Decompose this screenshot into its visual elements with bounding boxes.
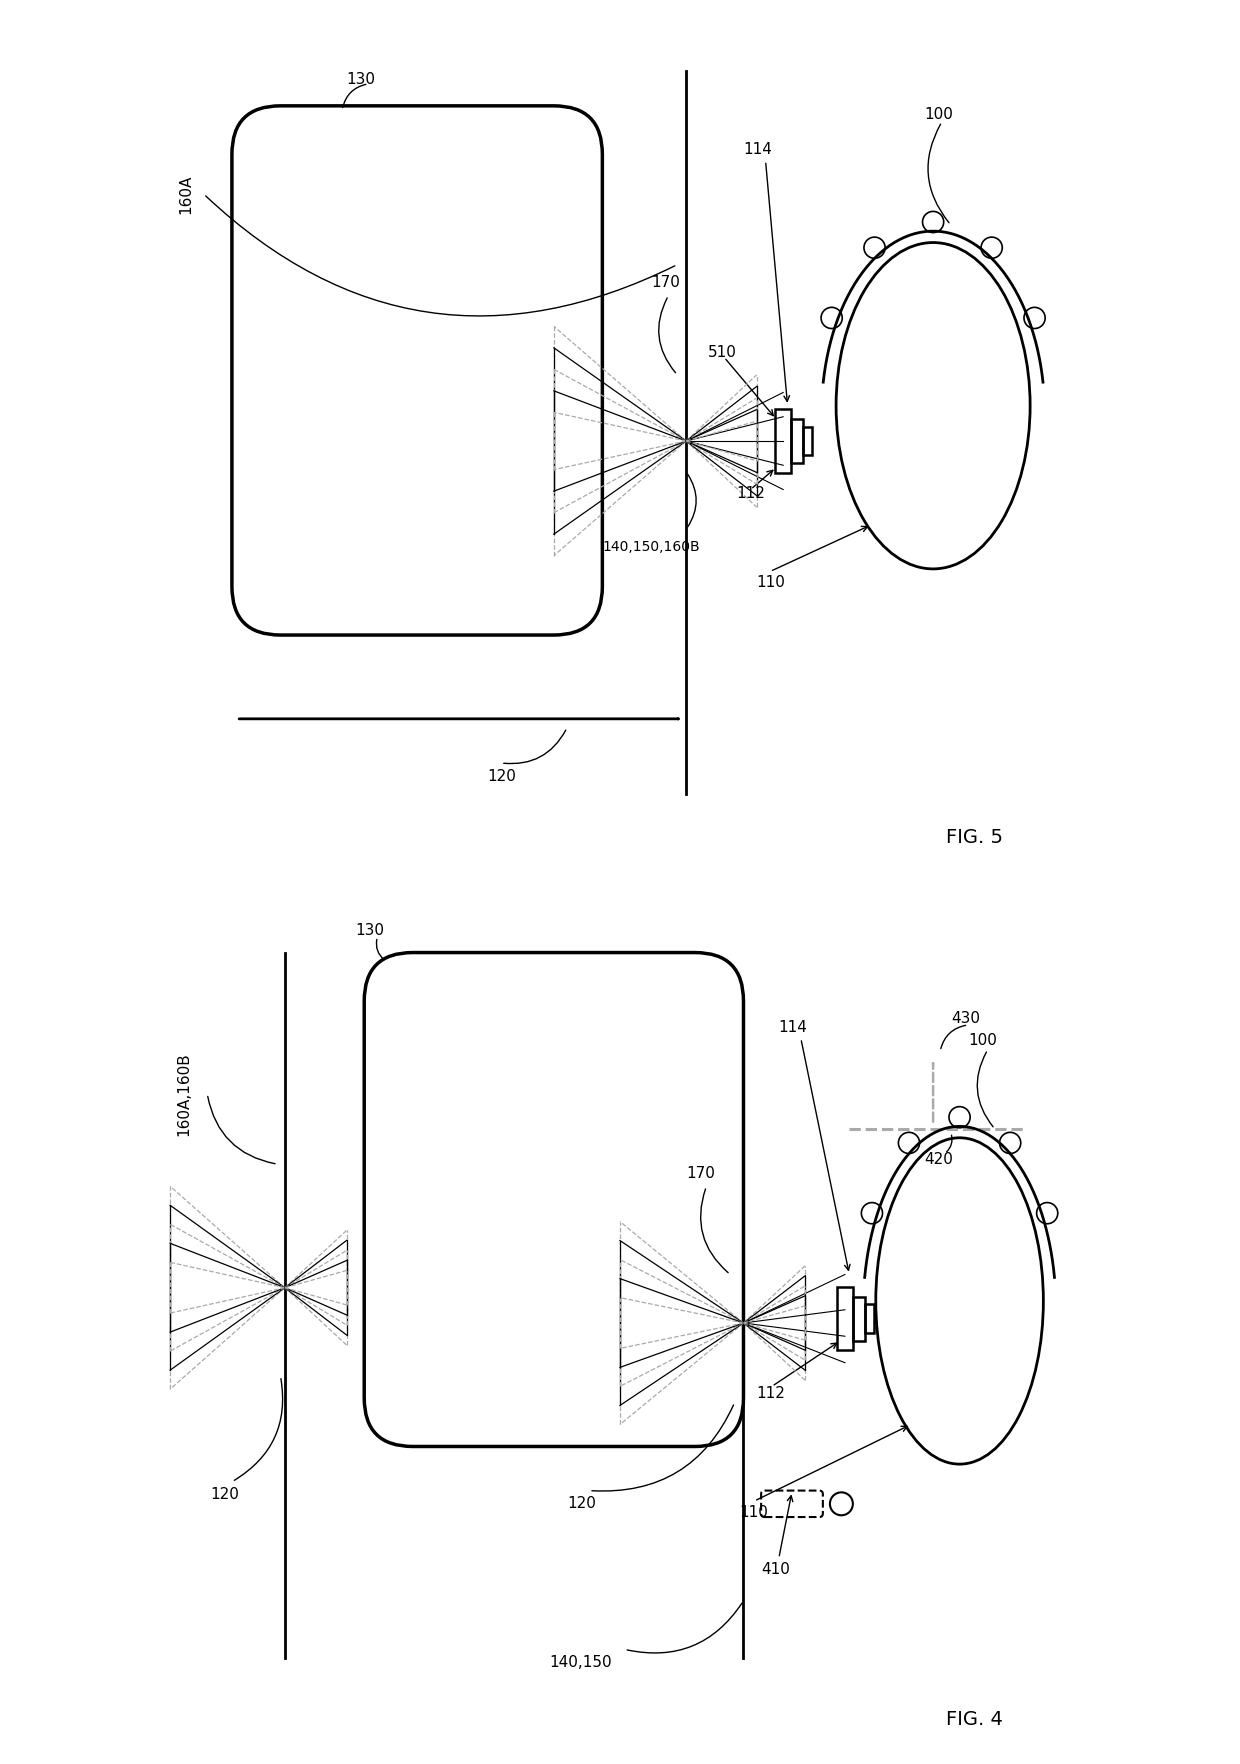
Bar (853, 1297, 866, 1341)
Text: 114: 114 (779, 1020, 807, 1035)
Text: 130: 130 (347, 72, 376, 86)
Text: 114: 114 (744, 143, 773, 157)
Text: 130: 130 (356, 923, 384, 938)
Text: 140,150,160B: 140,150,160B (603, 540, 701, 554)
Text: 430: 430 (951, 1011, 980, 1027)
Text: 120: 120 (567, 1496, 596, 1512)
Text: 160A: 160A (179, 175, 193, 213)
Text: 100: 100 (924, 108, 954, 122)
Text: FIG. 4: FIG. 4 (946, 1711, 1003, 1729)
Text: 140,150: 140,150 (549, 1655, 613, 1671)
Text: 120: 120 (487, 769, 517, 783)
Text: 410: 410 (761, 1563, 790, 1577)
Bar (791, 418, 804, 462)
Bar (804, 427, 812, 455)
Text: 100: 100 (968, 1034, 997, 1048)
Text: 420: 420 (924, 1152, 954, 1168)
Text: 112: 112 (756, 1387, 786, 1401)
Text: FIG. 5: FIG. 5 (946, 829, 1003, 847)
Text: 112: 112 (737, 487, 765, 501)
Bar (775, 409, 791, 473)
Text: 170: 170 (686, 1166, 715, 1180)
Bar (866, 1305, 874, 1334)
Text: 110: 110 (739, 1505, 768, 1521)
Text: 160A,160B: 160A,160B (176, 1051, 191, 1136)
Text: 120: 120 (210, 1487, 239, 1503)
Bar (837, 1288, 853, 1351)
Text: 510: 510 (708, 346, 737, 360)
Text: 170: 170 (651, 275, 680, 289)
Text: 110: 110 (756, 575, 786, 589)
